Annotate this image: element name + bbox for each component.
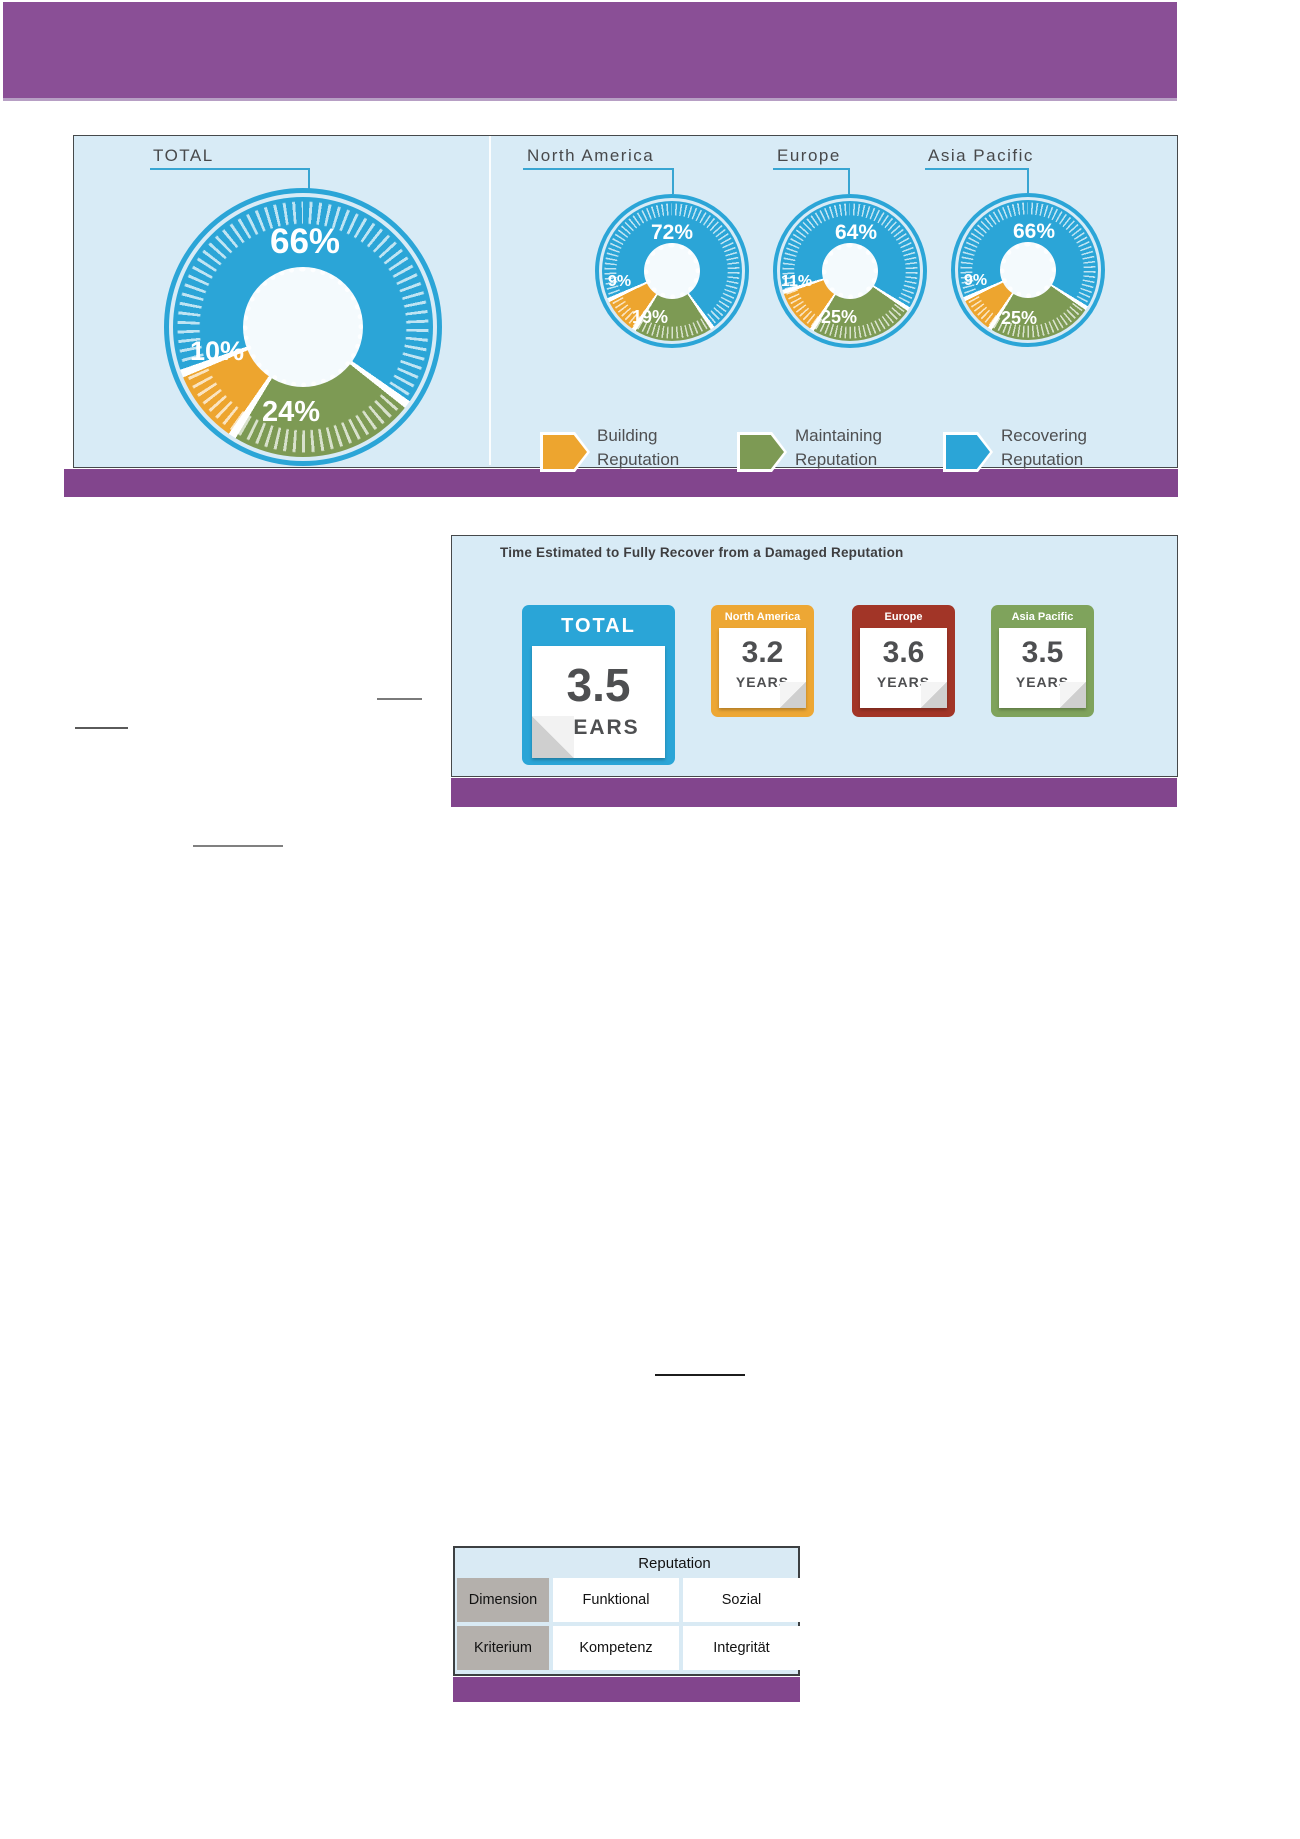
pct-maintaining: 19% [632, 307, 669, 327]
card-years: 3.2 [741, 636, 784, 669]
legend-label-building: Building Reputation [597, 424, 679, 472]
calendar-card-north-america: North America 3.2 YEARS [711, 605, 814, 717]
pct-recovering: 66% [270, 222, 341, 261]
pct-recovering: 72% [651, 221, 694, 244]
calendar-sheet: 3.5 YEARS [532, 646, 665, 758]
table-cell-kompetenz: Kompetenz [553, 1626, 679, 1670]
blank-underline [377, 698, 422, 700]
recovery-time-title: Time Estimated to Fully Recover from a D… [500, 545, 904, 560]
blank-underline [193, 845, 283, 847]
donut-chart-total: 66% 10% 24% [164, 188, 442, 466]
donut-chart-asia-pacific: 66% 9% 25% [951, 193, 1105, 347]
table-cell-integritaet: Integrität [683, 1626, 800, 1670]
card-unit: YEARS [735, 674, 790, 690]
pct-maintaining: 25% [821, 307, 858, 327]
calendar-sheet: 3.5 YEARS [999, 628, 1086, 708]
purple-bar-1 [64, 469, 1178, 497]
panel-divider [489, 136, 491, 465]
pct-building: 10% [190, 336, 245, 366]
card-region: Europe [884, 611, 923, 623]
table-purple-bar [453, 1677, 800, 1702]
legend-label-maintaining: Maintaining Reputation [795, 424, 882, 472]
legend-marker-maintaining [737, 432, 787, 472]
pct-building: 11% [781, 273, 813, 290]
card-years: 3.5 [1021, 636, 1064, 669]
card-years: 3.5 [566, 659, 631, 711]
donut-hole [1000, 242, 1056, 298]
donut-outer-ring [773, 194, 927, 348]
card-region: TOTAL [561, 615, 636, 637]
table-cell-dimension: Dimension [457, 1578, 549, 1622]
table-header: Reputation [638, 1555, 711, 1572]
calendar-sheet: 3.2 YEARS [719, 628, 806, 708]
legend-marker-building-fill [543, 435, 587, 469]
legend-line: Reputation [597, 450, 680, 469]
donut-chart-europe: 64% 11% 25% [773, 194, 927, 348]
card-unit: YEARS [1015, 674, 1070, 690]
donut-label-europe: Europe [777, 146, 841, 165]
legend-line: Reputation [795, 450, 878, 469]
calendar-card-europe: Europe 3.6 YEARS [852, 605, 955, 717]
pct-maintaining: 25% [1001, 308, 1038, 328]
calendar-card-asia-pacific: Asia Pacific 3.5 YEARS [991, 605, 1094, 717]
pct-recovering: 66% [1013, 220, 1056, 243]
connector-asia-pacific [1027, 168, 1029, 193]
donut-label-total: TOTAL [153, 146, 214, 165]
donut-outer-ring [164, 188, 442, 466]
connector-europe [848, 168, 850, 194]
calendar-card-total: TOTAL 3.5 YEARS [522, 605, 675, 765]
connector-north-america [672, 168, 674, 194]
connector-asia-pacific [925, 168, 1029, 170]
table-cell-funktional: Funktional [553, 1578, 679, 1622]
card-region: North America [724, 611, 801, 623]
table-cell-kriterium: Kriterium [457, 1626, 549, 1670]
table-cell-sozial: Sozial [683, 1578, 800, 1622]
legend-marker-maintaining-fill [740, 435, 784, 469]
donut-hole [644, 243, 700, 299]
card-years: 3.6 [882, 636, 925, 669]
donut-label-asia-pacific: Asia Pacific [928, 146, 1034, 165]
top-banner [3, 2, 1177, 101]
pct-building: 9% [608, 273, 632, 290]
purple-bar-2 [451, 778, 1177, 807]
connector-total [308, 168, 310, 189]
connector-north-america [523, 168, 674, 170]
legend-line: Recovering [1001, 426, 1087, 445]
donut-outer-ring [595, 194, 749, 348]
donut-chart-north-america: 72% 9% 19% [595, 194, 749, 348]
reputation-table: Reputation Dimension Funktional Sozial K… [453, 1546, 800, 1676]
calendar-sheet: 3.6 YEARS [860, 628, 947, 708]
connector-total [150, 168, 310, 170]
blank-underline [75, 727, 128, 729]
pct-maintaining: 24% [262, 396, 321, 428]
donut-label-north-america: North America [527, 146, 655, 165]
blank-underline [655, 1374, 745, 1376]
card-region: Asia Pacific [1011, 611, 1074, 623]
legend-line: Reputation [1001, 450, 1084, 469]
donut-hole [822, 243, 878, 299]
legend-label-recovering: Recovering Reputation [1001, 424, 1087, 472]
pct-building: 9% [964, 272, 988, 289]
card-unit: YEARS [876, 674, 931, 690]
legend-line: Maintaining [795, 426, 882, 445]
connector-europe [773, 168, 850, 170]
legend-line: Building [597, 426, 658, 445]
table-grid: Dimension Funktional Sozial Kriterium Ko… [457, 1578, 800, 1670]
card-unit: YEARS [557, 716, 640, 739]
pct-recovering: 64% [835, 221, 878, 244]
donut-outer-ring [951, 193, 1105, 347]
legend-marker-recovering-fill [946, 435, 990, 469]
donut-hole [243, 267, 363, 387]
